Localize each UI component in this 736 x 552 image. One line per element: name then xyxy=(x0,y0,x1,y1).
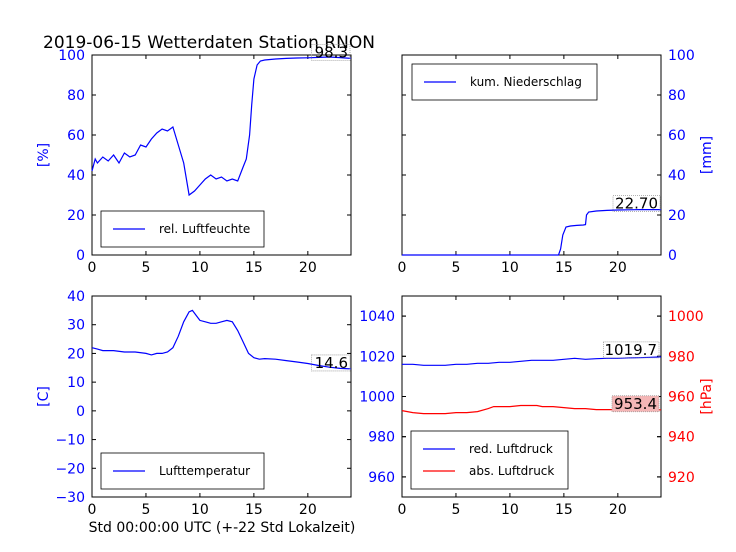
annotation-value: 22.70 xyxy=(615,195,658,213)
y-tick-label: 10 xyxy=(67,375,85,391)
y-tick-label: 920 xyxy=(668,470,695,486)
y-tick-label: 30 xyxy=(67,318,85,334)
panel-temperature: 0 5 10 15 20 −30 −20 −10 0 10 20 30 40 [C] 14.6 Lufttem… xyxy=(36,289,352,518)
x-tick-label: 0 xyxy=(88,502,97,518)
annotation-value: 953.4 xyxy=(614,395,657,413)
x-tick-label: 15 xyxy=(245,260,263,276)
annotation-box xyxy=(611,395,660,413)
y-axis-label: [C] xyxy=(36,386,52,407)
y-tick-label: 20 xyxy=(67,346,85,362)
x-tick-label: 0 xyxy=(398,260,407,276)
x-tick-label: 10 xyxy=(501,502,519,518)
x-tick-label: 5 xyxy=(451,260,460,276)
legend-label: red. Luftdruck xyxy=(469,442,553,456)
y-tick-label: 20 xyxy=(668,208,686,224)
x-tick-label: 20 xyxy=(609,502,627,518)
x-tick-label: 10 xyxy=(501,260,519,276)
x-tick-label: 0 xyxy=(88,260,97,276)
y-tick-label: −20 xyxy=(55,461,85,477)
annotation-value: 1019.7 xyxy=(605,341,658,359)
y-tick-label: −10 xyxy=(55,433,85,449)
y-tick-label: 80 xyxy=(668,88,686,104)
y-tick-label: 1000 xyxy=(359,390,395,406)
legend-box xyxy=(410,430,569,490)
y-tick-label: 80 xyxy=(67,88,85,104)
y-tick-label: 40 xyxy=(668,168,686,184)
x-tick-label: 5 xyxy=(141,502,150,518)
y-tick-label: 960 xyxy=(668,390,695,406)
y-tick-label: 980 xyxy=(668,349,695,365)
y-tick-label: 0 xyxy=(76,248,85,264)
y-tick-label: 100 xyxy=(58,48,85,64)
series-line-kum-niederschlag xyxy=(402,209,661,256)
panel-humidity: 0 5 10 15 20 0 20 40 60 80 100 [%] 98.3 rel. Luftfeuc… xyxy=(36,43,352,276)
legend-label: rel. Luftfeuchte xyxy=(159,222,250,236)
x-tick-label: 10 xyxy=(191,260,209,276)
y-axis-label: [%] xyxy=(36,143,52,167)
x-tick-label: 20 xyxy=(609,260,627,276)
series-line-rel-luftfeuchte xyxy=(91,56,352,197)
annotation-box xyxy=(612,195,661,213)
y-tick-label: 60 xyxy=(668,128,686,144)
y-axis-label: [mm] xyxy=(699,136,715,174)
panel-pressure: 0 5 10 15 20 960 980 1000 1020 1040 920 940 960 980 10… xyxy=(359,295,715,518)
y-tick-label: −30 xyxy=(55,490,85,506)
y-tick-label: 960 xyxy=(368,470,395,486)
y-tick-label: 20 xyxy=(67,208,85,224)
y-tick-label: 1000 xyxy=(668,309,704,325)
y-tick-label: 980 xyxy=(368,430,395,446)
x-tick-label: 15 xyxy=(555,502,573,518)
annotation-box xyxy=(311,354,351,372)
y-tick-label: 40 xyxy=(67,168,85,184)
y-tick-label: 940 xyxy=(668,430,695,446)
legend-label: abs. Luftdruck xyxy=(469,464,554,478)
y-axis-label: [hPa] xyxy=(699,378,715,414)
x-tick-label: 15 xyxy=(555,260,573,276)
y-tick-label: 1040 xyxy=(359,309,395,325)
y-tick-label: 0 xyxy=(76,404,85,420)
x-tick-label: 15 xyxy=(245,502,263,518)
y-tick-label: 1020 xyxy=(359,349,395,365)
y-tick-label: 60 xyxy=(67,128,85,144)
x-tick-label: 5 xyxy=(141,260,150,276)
series-line-lufttemperatur xyxy=(91,309,352,370)
x-tick-label: 5 xyxy=(451,502,460,518)
x-tick-label: 20 xyxy=(299,260,317,276)
legend-label: Lufttemperatur xyxy=(159,464,250,478)
annotation-box xyxy=(311,44,351,61)
x-tick-label: 10 xyxy=(191,502,209,518)
y-tick-label: 0 xyxy=(668,248,677,264)
x-tick-label: 20 xyxy=(299,502,317,518)
annotation-value: 98.3 xyxy=(315,43,348,61)
x-axis-label: Std 00:00:00 UTC (+-22 Std Lokalzeit) xyxy=(89,520,356,536)
legend-label: kum. Niederschlag xyxy=(470,75,582,89)
x-tick-label: 0 xyxy=(398,502,407,518)
y-tick-label: 40 xyxy=(67,289,85,305)
panel-precipitation: 0 5 10 15 20 0 20 40 60 80 100 [mm] 22.70 kum. Nieder… xyxy=(398,48,715,276)
figure-title: 2019-06-15 Wetterdaten Station RNON xyxy=(43,33,375,53)
annotation-value: 14.6 xyxy=(315,354,348,372)
y-tick-label: 100 xyxy=(668,48,695,64)
